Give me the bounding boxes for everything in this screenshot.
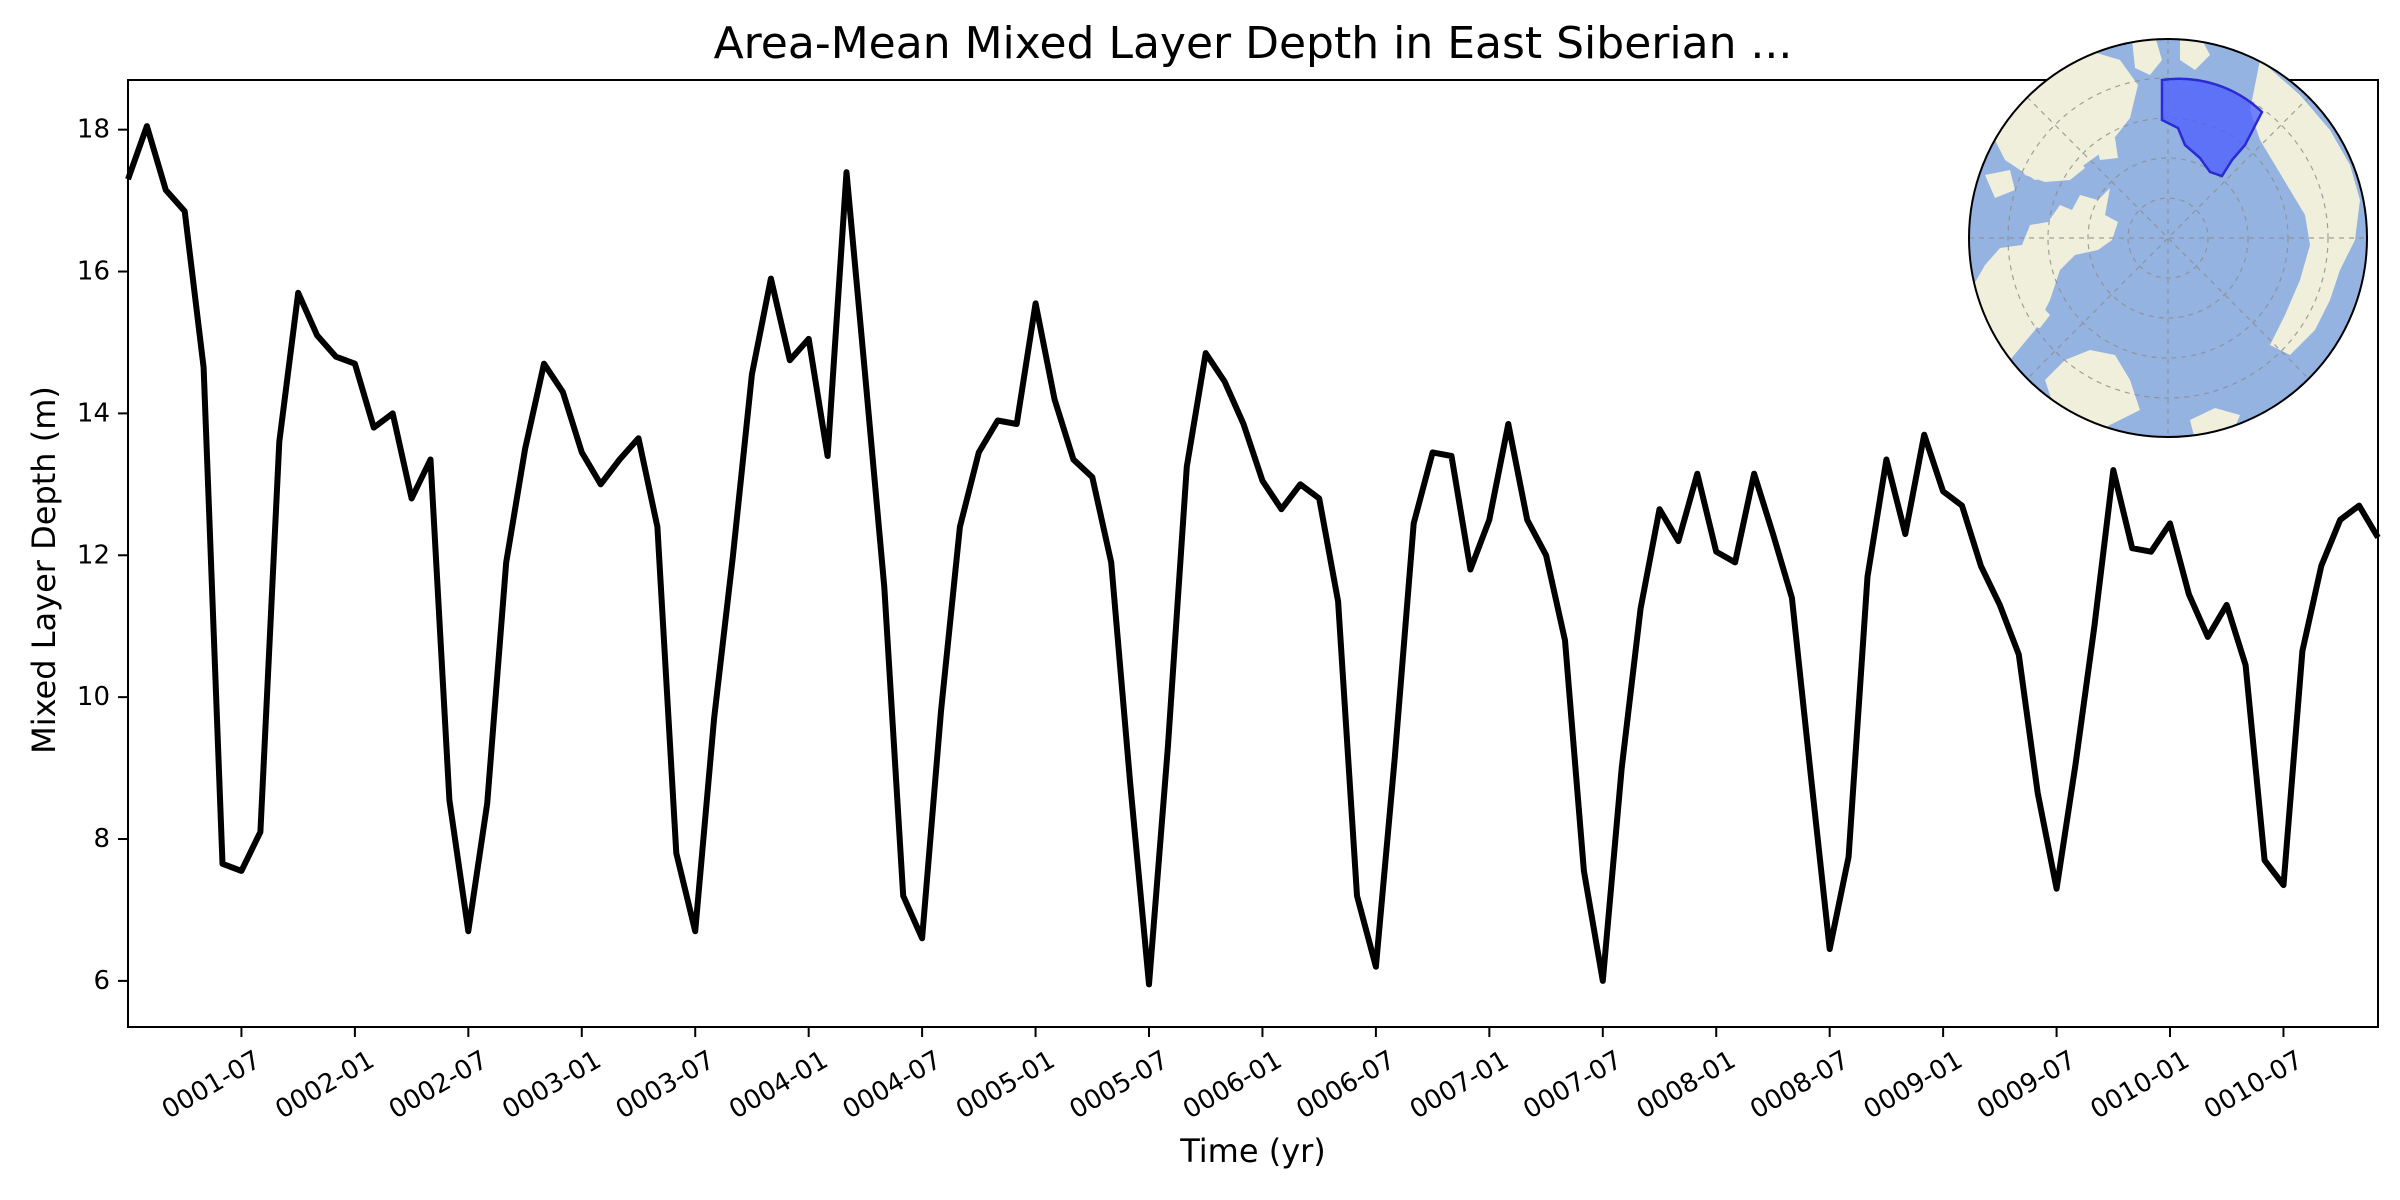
y-tick-label: 14 — [77, 398, 110, 428]
x-tick-label: 0008-07 — [1745, 1045, 1854, 1125]
x-tick-label: 0005-01 — [951, 1045, 1060, 1125]
x-tick-label: 0001-07 — [157, 1045, 266, 1125]
map-land-scandinavia — [2045, 350, 2240, 437]
map-land-iceland — [2020, 302, 2050, 328]
x-tick-label: 0006-01 — [1178, 1045, 1287, 1125]
inset-map — [1968, 38, 2368, 438]
y-tick-label: 10 — [77, 682, 110, 712]
x-tick-label: 0004-07 — [838, 1045, 947, 1125]
map-land-alaska-chukotka — [2132, 39, 2210, 75]
y-tick-label: 8 — [93, 824, 110, 854]
y-tick-label: 12 — [77, 540, 110, 570]
x-axis-label: Time (yr) — [1180, 1132, 1326, 1170]
map-land-north-america — [1969, 188, 2118, 380]
x-tick-label: 0004-01 — [724, 1045, 833, 1125]
y-tick-label: 18 — [77, 115, 110, 145]
x-tick-label: 0003-01 — [497, 1045, 606, 1125]
x-tick-label: 0005-07 — [1065, 1045, 1174, 1125]
x-tick-label: 0002-07 — [384, 1045, 493, 1125]
map-highlight-region — [2160, 77, 2264, 178]
map-land-siberia — [2250, 60, 2360, 355]
y-axis: 6 8 10 12 14 16 18 — [77, 115, 128, 996]
series-line — [125, 123, 2381, 988]
y-tick-label: 6 — [93, 966, 110, 996]
x-tick-label: 0007-07 — [1518, 1045, 1627, 1125]
x-axis: 0001-07 0002-01 0002-07 0003-01 0003-07 0004-… — [157, 1027, 2308, 1125]
x-tick-label: 0009-01 — [1859, 1045, 1968, 1125]
x-tick-label: 0009-07 — [1972, 1045, 2081, 1125]
chart-title: Area-Mean Mixed Layer Depth in East Sibe… — [713, 18, 1793, 69]
x-tick-label: 0003-07 — [611, 1045, 720, 1125]
x-tick-label: 0007-01 — [1405, 1045, 1514, 1125]
y-axis-label: Mixed Layer Depth (m) — [25, 386, 63, 754]
x-tick-label: 0010-07 — [2199, 1045, 2308, 1125]
x-tick-label: 0010-01 — [2086, 1045, 2195, 1125]
x-tick-label: 0006-07 — [1292, 1045, 1401, 1125]
map-boundary — [1968, 38, 2368, 438]
y-tick-label: 16 — [77, 257, 110, 287]
x-tick-label: 0002-01 — [271, 1045, 380, 1125]
map-graticule — [1969, 39, 2367, 437]
x-tick-label: 0008-01 — [1632, 1045, 1741, 1125]
